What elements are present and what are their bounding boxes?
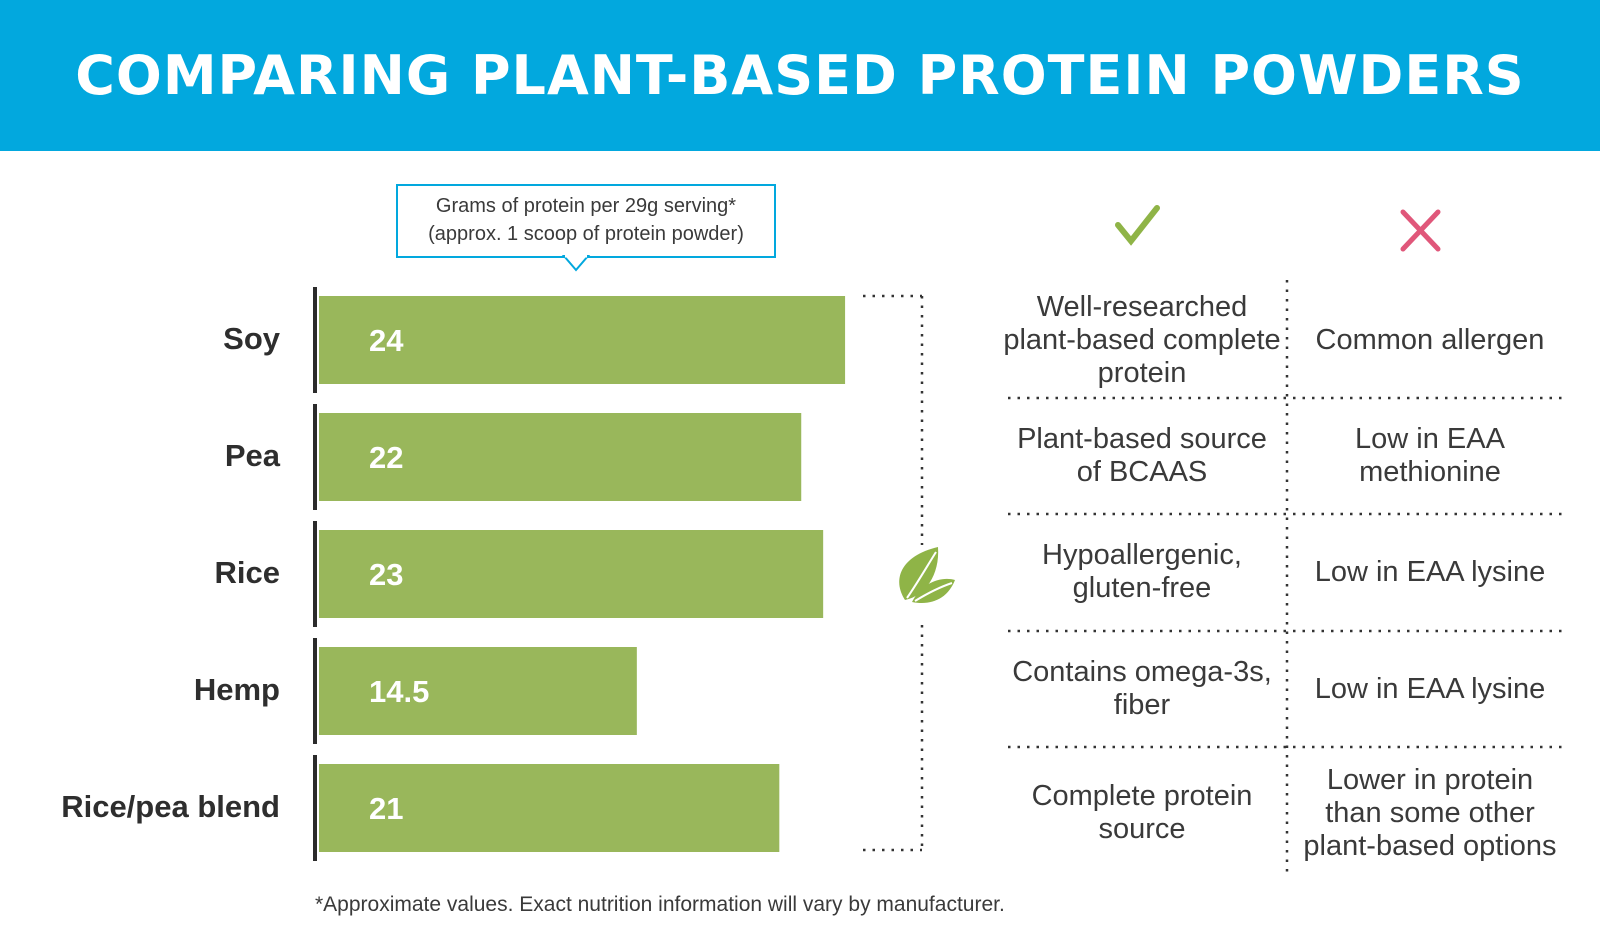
con-cell-3: Low in EAA lysine xyxy=(1314,555,1546,588)
leaf-icon xyxy=(899,547,955,604)
bar-value-label: 23 xyxy=(369,557,403,592)
axis-segment xyxy=(313,287,317,393)
axis-segment xyxy=(313,521,317,627)
bar-soy xyxy=(319,296,846,384)
chart-callout: Grams of protein per 29g serving* (appro… xyxy=(396,184,776,258)
bar-hemp xyxy=(319,647,637,735)
cross-icon xyxy=(1400,209,1441,252)
con-cell-2: Low in EAA methionine xyxy=(1355,423,1505,488)
bar-rice xyxy=(319,530,824,618)
category-label: Pea xyxy=(224,438,280,473)
bar-rice-pea-blend xyxy=(319,764,780,852)
category-label: Soy xyxy=(223,321,280,356)
category-label: Rice/pea blend xyxy=(61,789,280,824)
bar-value-label: 21 xyxy=(369,791,403,826)
callout-line-2: (approx. 1 scoop of protein powder) xyxy=(428,223,744,245)
pro-cell-3: Hypoallergenic, gluten-free xyxy=(1042,539,1242,604)
bar-value-label: 22 xyxy=(369,440,403,475)
con-cell-5: Lower in protein than some other plant-b… xyxy=(1303,763,1557,862)
pro-cell-2: Plant-based source of BCAAS xyxy=(1017,423,1267,488)
con-cell-4: Low in EAA lysine xyxy=(1314,672,1546,705)
pro-cell-4: Contains omega-3s, fiber xyxy=(1012,656,1272,721)
bar-value-label: 14.5 xyxy=(369,674,429,709)
footnote: *Approximate values. Exact nutrition inf… xyxy=(315,893,1005,916)
pro-cell-1: Well-researched plant-based complete pro… xyxy=(1003,290,1281,389)
bars-layer: 24 22 23 14.5 21 xyxy=(313,287,846,861)
callout-tail xyxy=(561,255,591,272)
callout-line-1: Grams of protein per 29g serving* xyxy=(435,195,737,217)
title-banner xyxy=(0,0,1600,151)
check-icon xyxy=(1115,205,1160,246)
axis-segment xyxy=(313,404,317,510)
con-cell-1: Common allergen xyxy=(1315,323,1545,356)
axis-segment xyxy=(313,638,317,744)
page-title: COMPARING PLANT-BASED PROTEIN POWDERS xyxy=(75,44,1525,107)
bar-value-label: 24 xyxy=(369,323,404,358)
axis-segment xyxy=(313,755,317,861)
pro-cell-5: Complete protein source xyxy=(1031,780,1253,845)
bar-pea xyxy=(319,413,802,501)
category-label: Hemp xyxy=(193,672,280,707)
category-label: Rice xyxy=(214,555,280,590)
